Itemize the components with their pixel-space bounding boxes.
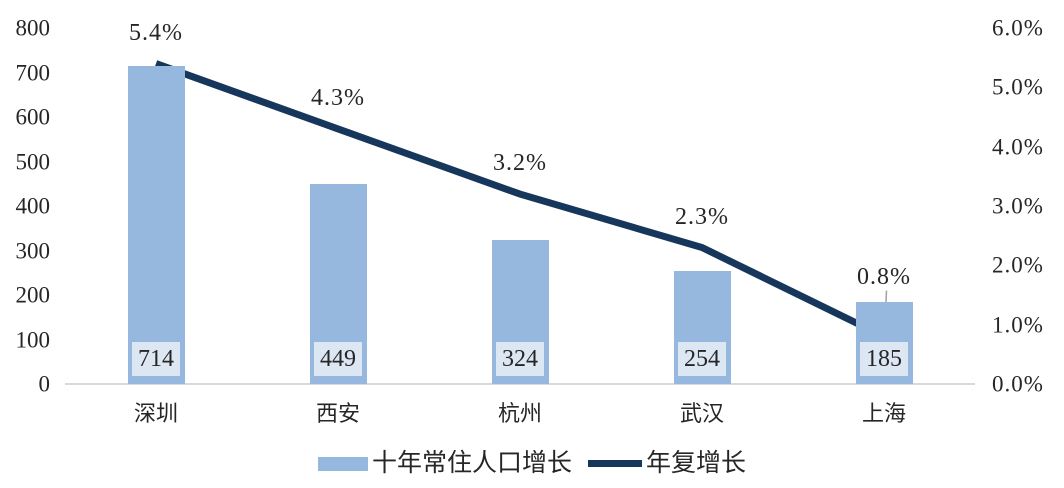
bar-value-label: 714 xyxy=(132,342,180,376)
x-axis-label: 上海 xyxy=(861,401,907,426)
line-point-label: 2.3% xyxy=(675,203,729,230)
y-axis-tick-right: 2.0% xyxy=(992,252,1044,278)
bar-series-swatch xyxy=(317,456,368,471)
x-axis-label: 深圳 xyxy=(133,401,179,426)
y-axis-tick-right: 6.0% xyxy=(992,15,1044,41)
y-axis-tick-left: 400 xyxy=(15,193,51,219)
line-series-swatch xyxy=(588,460,642,467)
x-axis-line xyxy=(65,383,975,385)
trend-line xyxy=(154,60,886,340)
y-axis-tick-left: 500 xyxy=(15,149,51,174)
y-axis-tick-right: 0.0% xyxy=(992,371,1044,397)
y-axis-tick-left: 800 xyxy=(15,15,51,41)
x-axis-label: 武汉 xyxy=(679,401,725,426)
y-axis-tick-right: 1.0% xyxy=(992,312,1044,338)
y-axis-tick-left: 300 xyxy=(15,238,51,263)
y-axis-tick-left: 600 xyxy=(15,104,51,130)
y-axis-tick-right: 5.0% xyxy=(992,74,1044,100)
bar-value-label: 449 xyxy=(314,342,362,376)
line-point-label: 0.8% xyxy=(857,263,911,290)
line-point-label: 4.3% xyxy=(311,84,365,111)
legend-item-bar-series: 十年常住人口增长 xyxy=(317,450,572,477)
x-axis-label: 杭州 xyxy=(497,401,543,426)
bar xyxy=(127,66,185,384)
y-axis-tick-right: 3.0% xyxy=(992,193,1044,219)
bar-value-label: 185 xyxy=(860,342,908,376)
y-axis-tick-left: 0 xyxy=(38,371,51,397)
line-point-label: 3.2% xyxy=(493,150,547,177)
bar-value-label: 324 xyxy=(496,342,544,376)
bar-series-label: 十年常住人口增长 xyxy=(371,450,572,477)
legend: 十年常住人口增长 年复增长 xyxy=(0,451,1064,476)
bar-value-label: 254 xyxy=(678,342,726,376)
legend-item-line-series: 年复增长 xyxy=(588,451,746,476)
y-axis-tick-left: 200 xyxy=(15,282,51,308)
y-axis-tick-left: 100 xyxy=(15,327,51,352)
line-series-label: 年复增长 xyxy=(646,450,747,477)
y-axis-tick-left: 700 xyxy=(15,60,51,85)
y-axis-tick-right: 4.0% xyxy=(992,134,1044,160)
line-point-label: 5.4% xyxy=(129,19,183,46)
x-axis-label: 西安 xyxy=(315,401,361,426)
